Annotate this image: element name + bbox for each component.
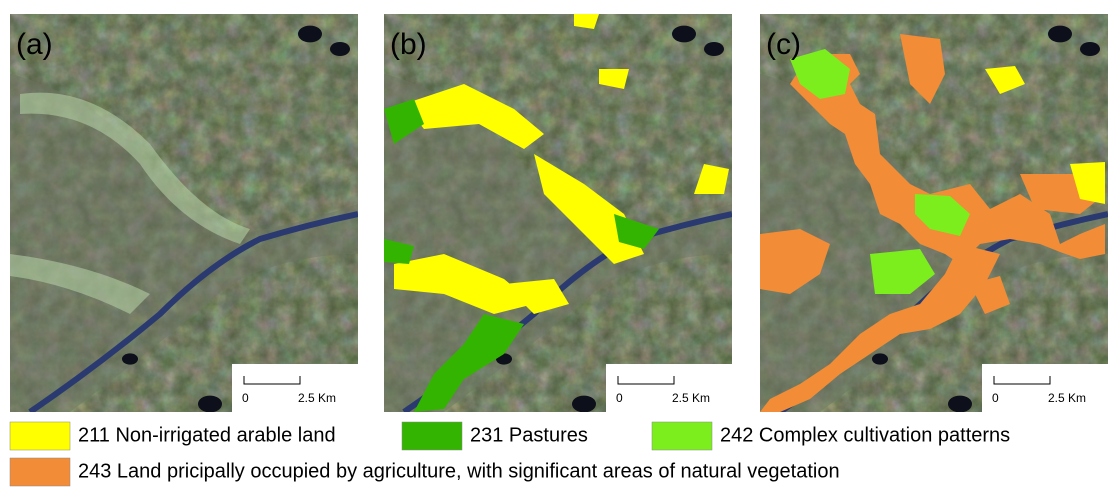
legend-label: 231 Pastures (470, 424, 588, 446)
scale-bar: 0 2.5 Km (982, 364, 1108, 412)
legend-swatch (402, 422, 462, 450)
legend-swatch (652, 422, 712, 450)
lake (1080, 42, 1100, 56)
lake (1048, 26, 1072, 43)
panel-label: (c) (766, 28, 801, 61)
map-panel: (a) 0 2.5 Km (10, 14, 358, 412)
lake (298, 26, 322, 43)
scale-box (606, 364, 732, 412)
scale-end: 2.5 Km (672, 391, 710, 405)
lake (948, 396, 972, 413)
scale-start: 0 (992, 391, 999, 405)
panel-label: (a) (16, 28, 53, 61)
legend-label: 243 Land pricipally occupied by agricult… (78, 460, 840, 482)
panel-label: (b) (390, 28, 427, 61)
map-panel: (b) 0 2.5 Km (384, 14, 732, 412)
lake (572, 396, 596, 413)
scale-bar: 0 2.5 Km (232, 364, 358, 412)
scale-start: 0 (616, 391, 623, 405)
scale-end: 2.5 Km (1048, 391, 1086, 405)
scale-bar: 0 2.5 Km (606, 364, 732, 412)
scale-start: 0 (242, 391, 249, 405)
lake (872, 353, 888, 364)
legend-label: 242 Complex cultivation patterns (720, 424, 1010, 446)
lake (198, 396, 222, 413)
lake (672, 26, 696, 43)
figure: (a) 0 2.5 Km (b) 0 2.5 Km (c) 0 2.5 Km 211 Non-ir… (0, 0, 1118, 488)
lake (122, 353, 138, 364)
map-panel: (c) 0 2.5 Km (760, 14, 1108, 412)
legend-swatch (10, 458, 70, 486)
lake (330, 42, 350, 56)
scale-end: 2.5 Km (298, 391, 336, 405)
scale-box (982, 364, 1108, 412)
legend-label: 211 Non-irrigated arable land (78, 424, 336, 446)
lake (704, 42, 724, 56)
legend-swatch (10, 422, 70, 450)
scale-box (232, 364, 358, 412)
